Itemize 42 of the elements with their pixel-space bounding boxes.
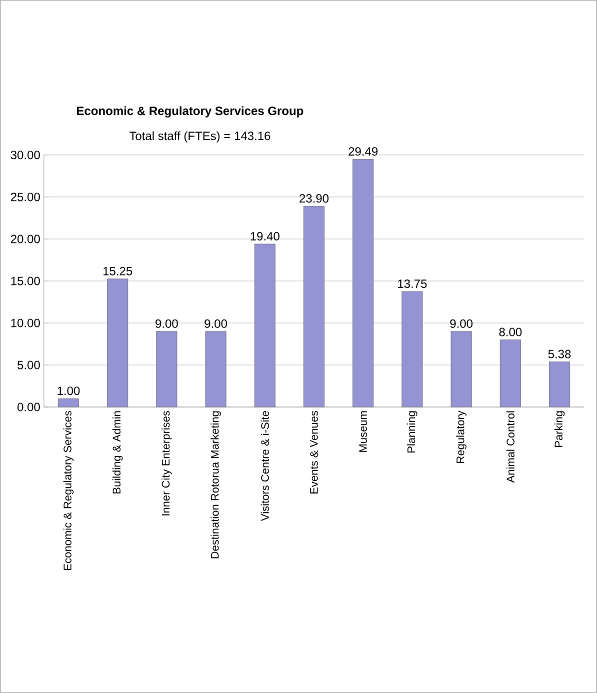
chart-title: Economic & Regulatory Services Group: [77, 106, 304, 118]
data-label: 9.00: [204, 319, 228, 328]
bar: [205, 331, 226, 408]
data-label: 9.00: [156, 319, 178, 328]
y-tick-label: 0.00: [18, 402, 40, 412]
bar: [107, 278, 128, 408]
x-tick-label: Destination Rotorua Marketing: [210, 411, 221, 558]
y-tick-label: 15.00: [11, 276, 40, 286]
x-tick-label: Regulatory: [456, 410, 466, 463]
x-tick-label: Visitors Centre & i-Site: [260, 411, 269, 521]
data-label: 23.90: [300, 194, 329, 203]
x-tick-label: Parking: [554, 411, 565, 447]
data-label: 19.40: [250, 232, 280, 240]
chart-subtitle: Total staff (FTEs) = 143.16: [129, 131, 270, 143]
y-tick-label: 10.00: [11, 318, 40, 328]
bar: [303, 206, 325, 408]
data-label: 9.00: [450, 319, 473, 328]
x-tick-label: Events & Venues: [310, 410, 318, 494]
bar: [450, 331, 472, 408]
x-tick-label: Planning: [407, 411, 418, 452]
data-label: 8.00: [499, 328, 522, 336]
data-label: 13.75: [398, 279, 427, 288]
y-tick-label: 20.00: [10, 234, 40, 244]
data-label: 15.25: [103, 266, 132, 276]
y-tick-label: 25.00: [10, 192, 40, 202]
x-tick-label: Museum: [359, 411, 367, 452]
bar: [156, 331, 178, 408]
bar: [58, 398, 79, 408]
x-tick-label: Building & Admin: [112, 411, 123, 494]
bar: [254, 244, 276, 408]
data-label: 5.38: [548, 350, 571, 358]
x-tick-label: Economic & Regulatory Services: [63, 410, 74, 570]
x-tick-label: Animal Control: [506, 411, 514, 483]
x-tick-label: Inner City Enterprises: [162, 410, 172, 516]
data-label: 29.49: [348, 147, 378, 156]
bar: [402, 291, 423, 408]
y-tick-label: 30.00: [10, 150, 40, 160]
data-label: 1.00: [58, 386, 80, 396]
y-tick-label: 5.00: [18, 360, 40, 370]
bar: [352, 159, 374, 408]
bar: [500, 340, 521, 408]
bar: [549, 362, 570, 408]
